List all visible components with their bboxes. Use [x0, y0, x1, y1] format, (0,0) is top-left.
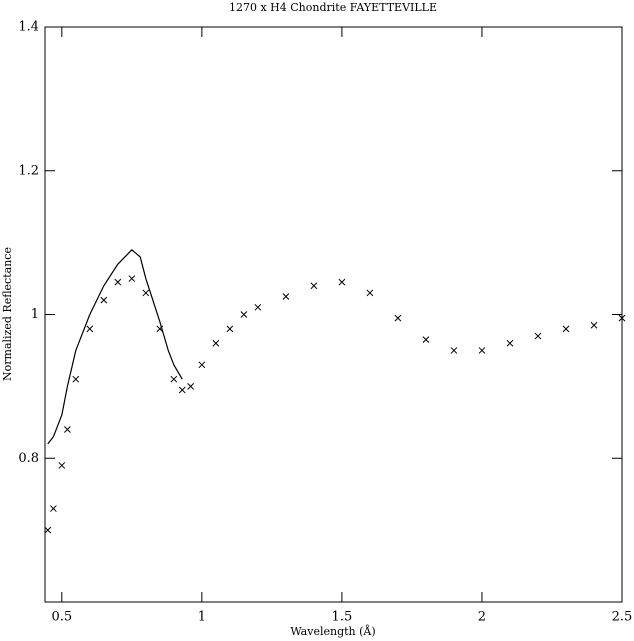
cross-marker	[366, 289, 374, 297]
cross-marker	[282, 293, 290, 300]
cross-marker	[170, 375, 178, 383]
cross-marker	[534, 332, 542, 340]
cross-marker	[178, 386, 186, 394]
x-tick-label: 2.5	[612, 610, 633, 625]
cross-marker	[114, 278, 122, 286]
cross-marker	[86, 325, 94, 333]
cross-marker	[618, 314, 626, 322]
spectrum-line	[47, 248, 183, 445]
x-tick-label: 2	[478, 610, 486, 625]
plot-frame	[44, 26, 623, 603]
y-tick-label: 1.4	[18, 20, 39, 35]
cross-marker	[450, 347, 458, 354]
cross-marker	[64, 426, 71, 433]
x-tick-label: 1.5	[332, 610, 353, 625]
cross-marker	[50, 505, 57, 512]
y-tick-label: 1	[31, 307, 39, 322]
y-axis-label: Normalized Reflectance	[1, 247, 14, 381]
cross-marker	[212, 339, 220, 347]
cross-marker	[187, 383, 195, 390]
cross-marker	[72, 375, 80, 383]
y-tick-label: 0.8	[18, 451, 39, 466]
cross-marker	[128, 275, 136, 282]
x-tick-label: 0.5	[51, 610, 72, 625]
cross-marker	[58, 462, 66, 469]
cross-marker	[254, 303, 262, 311]
cross-marker	[198, 361, 206, 369]
cross-marker	[562, 325, 570, 333]
cross-marker	[100, 296, 108, 304]
cross-marker	[156, 325, 164, 333]
cross-marker	[506, 339, 514, 347]
cross-marker	[338, 278, 346, 286]
cross-marker	[310, 282, 318, 290]
cross-marker	[394, 314, 402, 322]
y-tick-label: 1.2	[18, 163, 39, 178]
cross-marker	[590, 321, 598, 329]
cross-marker	[226, 325, 234, 333]
cross-marker	[142, 289, 150, 297]
x-tick-label: 1	[198, 610, 206, 625]
chart-title: 1270 x H4 Chondrite FAYETTEVILLE	[229, 1, 437, 14]
cross-marker	[478, 347, 486, 354]
x-axis-label: Wavelength (Å)	[290, 624, 375, 638]
cross-marker	[422, 336, 430, 344]
cross-marker	[240, 311, 248, 318]
cross-marker	[44, 526, 52, 534]
